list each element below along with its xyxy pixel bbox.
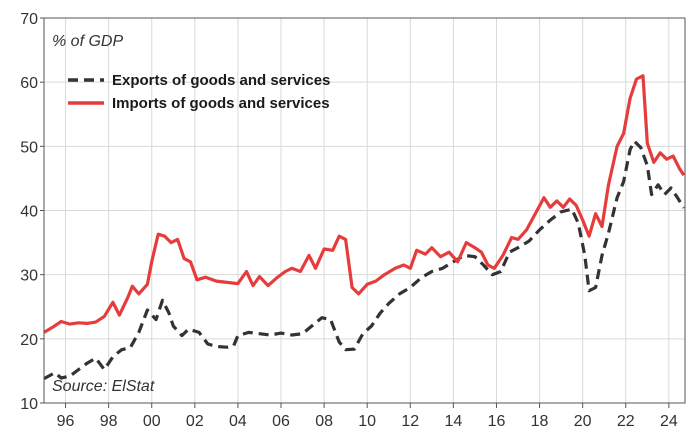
grid-lines	[44, 18, 685, 403]
y-tick-label: 50	[20, 139, 38, 156]
x-axis-ticks: 96 98 00 02 04 06 08 10 12 14 16 18 20 22 24	[57, 403, 678, 430]
x-tick-label: 24	[660, 413, 678, 430]
legend-label-imports: Imports of goods and services	[112, 95, 330, 112]
series-line-exports	[43, 139, 686, 381]
legend: Exports of goods and services Imports of…	[68, 72, 330, 112]
x-tick-label: 20	[574, 413, 592, 430]
series-line-imports	[43, 74, 686, 334]
x-tick-label: 96	[57, 413, 75, 430]
x-tick-label: 14	[444, 413, 462, 430]
legend-label-exports: Exports of goods and services	[112, 72, 330, 89]
x-tick-label: 18	[531, 413, 549, 430]
y-tick-label: 30	[20, 268, 38, 285]
x-tick-label: 08	[315, 413, 333, 430]
x-tick-label: 16	[488, 413, 506, 430]
x-tick-label: 12	[401, 413, 419, 430]
series-lines	[43, 74, 686, 381]
y-tick-label: 20	[20, 332, 38, 349]
x-tick-label: 10	[358, 413, 376, 430]
source-note: Source: ElStat	[52, 378, 155, 395]
y-tick-label: 60	[20, 75, 38, 92]
x-tick-label: 98	[100, 413, 118, 430]
x-tick-label: 02	[186, 413, 204, 430]
y-tick-label: 40	[20, 204, 38, 221]
x-tick-label: 22	[617, 413, 635, 430]
x-tick-label: 04	[229, 413, 247, 430]
y-axis-ticks: 10 20 30 40 50 60 70	[20, 11, 44, 413]
x-tick-label: 06	[272, 413, 290, 430]
plot-frame	[43, 17, 686, 404]
unit-label: % of GDP	[52, 33, 123, 50]
y-tick-label: 10	[20, 396, 38, 413]
y-tick-label: 70	[20, 11, 38, 28]
x-tick-label: 00	[143, 413, 161, 430]
